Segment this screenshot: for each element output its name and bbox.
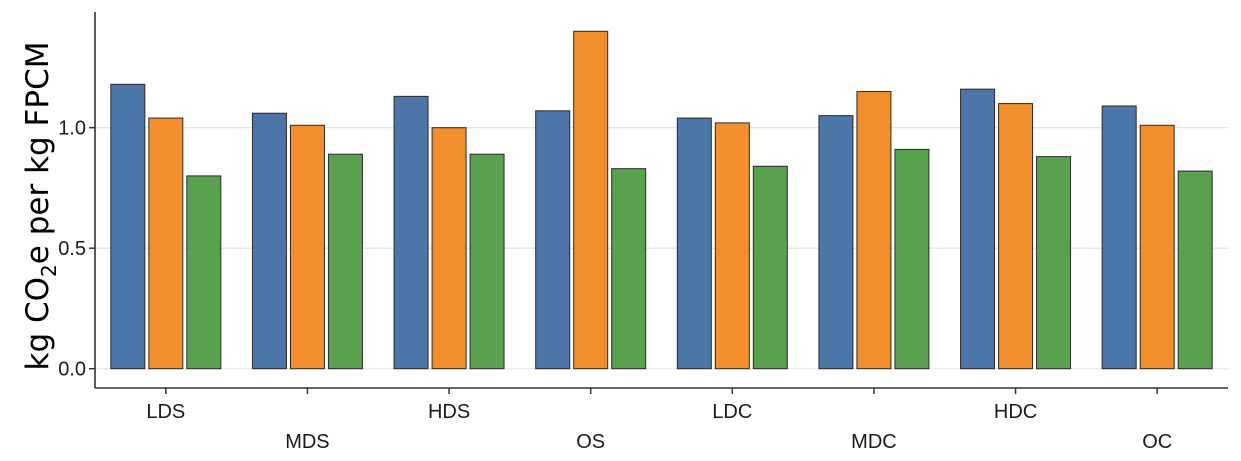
x-tick-label-mds: MDS [285,431,329,453]
y-axis-ticks: 0.0 0.5 1.0 [58,118,95,381]
bar-os-series-1 [535,110,571,370]
bar-oc-series-3 [1177,170,1213,370]
x-tick-label-hdc: HDC [994,401,1037,423]
bar-ldc-series-2 [714,122,750,370]
bar-hds-series-1 [393,95,429,370]
bar-lds-series-3 [186,175,222,370]
x-tick-label-mdc: MDC [851,431,897,453]
bar-mds-series-1 [251,112,287,370]
bar-mdc-series-3 [894,148,930,370]
bar-oc-series-1 [1101,105,1137,370]
axes [94,12,1228,389]
bar-hds-series-2 [431,127,467,370]
x-tick-label-hds: HDS [428,401,470,423]
bar-mds-series-3 [327,153,363,370]
x-tick-label-ldc: LDC [712,401,752,423]
bar-os-series-2 [573,30,609,370]
y-axis-label: kg CO2e per kg FPCM [20,42,61,371]
y-axis-label-subscript: 2 [37,264,61,277]
bar-lds-series-2 [148,117,184,370]
x-tick-label-lds: LDS [146,401,185,423]
bar-hds-series-3 [469,153,505,370]
bar-mds-series-2 [289,124,325,370]
y-tick-label: 1.0 [58,118,86,140]
bar-ldc-series-3 [752,165,788,370]
bars [110,30,1213,370]
bar-hdc-series-3 [1036,156,1072,370]
x-tick-label-os: OS [576,431,605,453]
bar-hdc-series-1 [960,88,996,370]
x-axis-ticks: LDS MDS HDS OS LDC MDC HDC OC [146,388,1172,453]
bar-oc-series-2 [1139,124,1175,370]
x-tick-label-oc: OC [1142,431,1172,453]
bar-os-series-3 [611,168,647,370]
bar-mdc-series-2 [856,91,892,370]
y-tick-label: 0.5 [58,238,86,260]
bar-mdc-series-1 [818,115,854,370]
bar-lds-series-1 [110,83,146,370]
y-axis-label-prefix: kg CO [20,277,56,371]
y-axis-label-suffix: e per kg FPCM [20,42,56,265]
y-tick-label: 0.0 [58,359,86,381]
bar-ldc-series-1 [676,117,712,370]
bar-hdc-series-2 [998,103,1034,370]
